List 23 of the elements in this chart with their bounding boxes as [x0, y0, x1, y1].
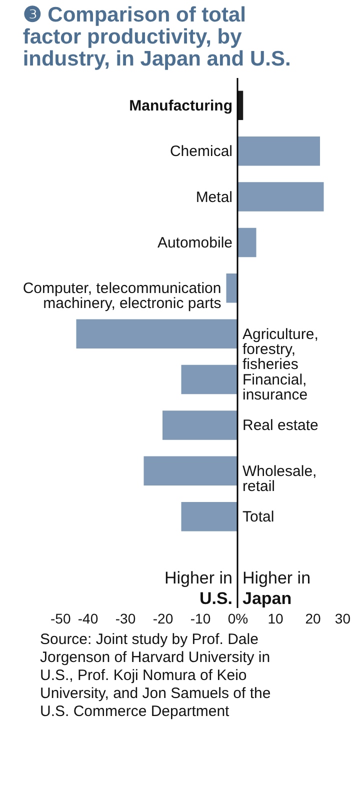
y-tick-label: Manufacturing	[129, 97, 232, 114]
y-tick-label: Agriculture, forestry, fisheries	[242, 326, 318, 373]
y-tick-label: Real estate	[242, 417, 318, 434]
x-tick-label: 10	[268, 610, 284, 626]
x-tick-label: 30	[334, 610, 351, 626]
x-tick-label: 0%	[228, 610, 248, 626]
y-tick-label: Metal	[196, 188, 232, 206]
x-tick-label: -40	[78, 610, 98, 626]
x-tick-label: -30	[115, 610, 136, 626]
y-tick-label: Computer, telecommunication machinery, electronic parts	[22, 280, 222, 312]
y-tick-label: Chemical	[170, 143, 232, 160]
source-note: Source: Joint study by Prof. Dale Jorgenson of Harvard University in U.S., Prof. Koji Nomura of Keio University, and Jon Samuels of the U.S. Commerce Department	[40, 631, 271, 720]
y-tick-label: Wholesale, retail	[242, 462, 317, 495]
y-tick-label: Financial, insurance	[242, 372, 308, 404]
y-tick-label: Automobile	[157, 234, 232, 252]
text: Higher in U.S.	[164, 568, 232, 608]
chart-title: ❸ Comparison of total factor productivity, by industry, in Japan and U.S.	[22, 3, 291, 70]
text: Higher in Japan	[242, 568, 311, 608]
x-tick-label: -20	[152, 610, 174, 626]
y-tick-label: Total	[242, 508, 274, 526]
x-tick-label: 20	[305, 610, 321, 626]
x-tick-label: -10	[190, 610, 211, 626]
x-tick-label: -50	[50, 610, 71, 626]
